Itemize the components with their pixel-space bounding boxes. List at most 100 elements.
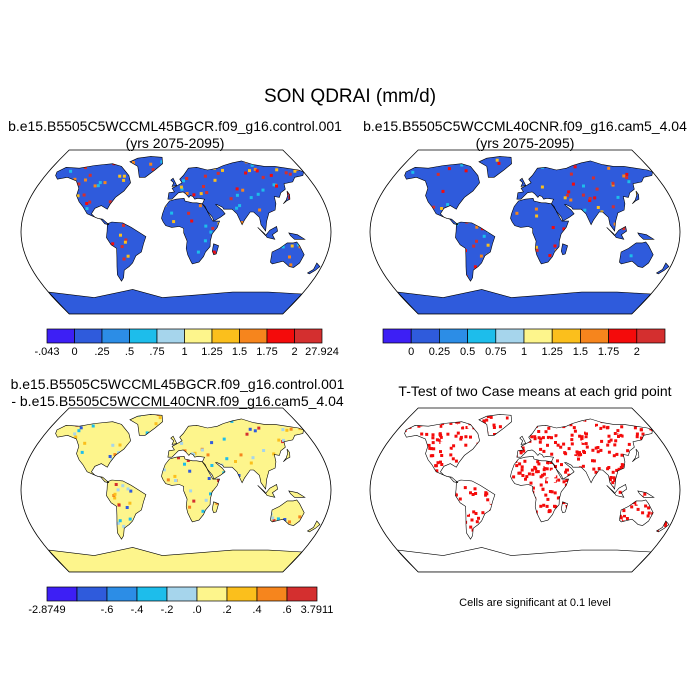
map2-australia [619, 242, 654, 268]
map1 [20, 149, 332, 315]
panel2-title-line2: (yrs 2075-2095) [475, 135, 575, 151]
map2-antarctica [397, 289, 651, 314]
map1-uk [170, 178, 177, 187]
panel3-title-line1: b.e15.B5505C5WCCML45BGCR.f09_g16.control… [10, 376, 345, 392]
colorbar1-box-4 [156, 328, 185, 344]
colorbar1-label-2: .25 [94, 346, 109, 358]
panel1-title: b.e15.B5505C5WCCML45BGCR.f09_g16.control… [0, 118, 350, 152]
colorbar3-box-7 [256, 586, 288, 602]
colorbar2-box-1 [410, 328, 440, 344]
map4-border [369, 407, 681, 573]
colorbar2-box-0 [382, 328, 412, 344]
colorbar2-box-3 [467, 328, 497, 344]
map4 [369, 407, 681, 573]
map2-greenland [478, 156, 512, 178]
colorbar1-box-6 [211, 328, 240, 344]
colorbar3-box-5 [196, 586, 228, 602]
colorbar3-label-0: -2.8749 [28, 604, 65, 616]
colorbar1-label-0: -.043 [34, 346, 59, 358]
colorbar3-box-8 [286, 586, 318, 602]
map3-antarctica [48, 547, 302, 572]
colorbar1-label-3: .5 [125, 346, 134, 358]
colorbar1-box-2 [101, 328, 130, 344]
colorbar1-label-1: 0 [71, 346, 77, 358]
colorbar2-box-4 [495, 328, 525, 344]
map1-eurasia [167, 160, 304, 232]
colorbar1-label-6: 1.25 [201, 346, 222, 358]
colorbar1-box-0 [46, 328, 75, 344]
colorbar1-label-8: 1.75 [256, 346, 277, 358]
colorbar3-box-6 [226, 586, 258, 602]
colorbar3-label-6: .4 [252, 604, 261, 616]
map4-antarctica [397, 547, 651, 572]
map4-land [396, 414, 670, 572]
map2-north-america [404, 163, 480, 225]
map4-japan [632, 449, 639, 462]
colorbar1-label-10: 27.924 [305, 346, 339, 358]
panel4-title-line1: T-Test of two Case means at each grid po… [398, 383, 672, 399]
map1-south-america [106, 222, 146, 282]
colorbar1-box-5 [184, 328, 213, 344]
colorbar2-label-7: 1.75 [598, 346, 619, 358]
map2-uk [519, 178, 526, 187]
colorbar2-label-1: 0.25 [429, 346, 450, 358]
map3-eurasia [167, 418, 304, 490]
colorbar1-label-7: 1.5 [232, 346, 247, 358]
map3-south-america [106, 480, 146, 540]
colorbar3-box-1 [76, 586, 108, 602]
map1-land [47, 156, 321, 314]
colorbar2-box-8 [608, 328, 638, 344]
map2-madagascar [561, 243, 568, 255]
colorbar1: -.043 0 .25 .5 .75 1 1.25 1.5 1.75 2 27.924 [34, 328, 339, 358]
colorbar2-label-4: 1 [521, 346, 527, 358]
colorbar2-label-5: 1.25 [541, 346, 562, 358]
map3-japan [283, 449, 290, 462]
map2-land [396, 156, 670, 314]
colorbar3-label-7: .6 [282, 604, 291, 616]
colorbar3-label-5: .2 [222, 604, 231, 616]
colorbar2-box-5 [523, 328, 553, 344]
map1-australia [270, 242, 305, 268]
panel2-title-line1: b.e15.B5505C5WCCML40CNR.f09_g16.cam5_4.0… [363, 118, 687, 134]
colorbar3-box-0 [46, 586, 78, 602]
map3-border [20, 407, 332, 573]
panel1-title-line1: b.e15.B5505C5WCCML45BGCR.f09_g16.control… [8, 118, 342, 134]
colorbar1-box-8 [266, 328, 295, 344]
map3-greenland [129, 414, 163, 436]
colorbar1-label-4: .75 [149, 346, 164, 358]
map3-africa [161, 456, 220, 522]
map3-land [47, 414, 321, 572]
colorbar2-label-3: 0.75 [485, 346, 506, 358]
colorbar1-box-7 [239, 328, 268, 344]
colorbar3-box-3 [136, 586, 168, 602]
colorbar2-label-6: 1.5 [573, 346, 588, 358]
colorbar3-label-3: -.2 [161, 604, 174, 616]
colorbar3-label-8: 3.7911 [301, 604, 334, 616]
colorbar2: 0 0.25 0.5 0.75 1 1.25 1.5 1.75 2 [382, 328, 666, 358]
colorbar3-label-2: -.4 [131, 604, 144, 616]
map2-japan [632, 191, 639, 204]
map1-antarctica [48, 289, 302, 314]
colorbar1-label-9: 2 [291, 346, 297, 358]
panel3-title-line2: - b.e15.B5505C5WCCML40CNR.f09_g16.cam5_4… [11, 393, 344, 409]
colorbar3-box-2 [106, 586, 138, 602]
colorbar2-box-9 [636, 328, 666, 344]
colorbar2-label-2: 0.5 [460, 346, 475, 358]
colorbar3-label-4: .0 [192, 604, 201, 616]
map3 [20, 407, 332, 573]
significance-note: Cells are significant at 0.1 level [459, 597, 611, 609]
colorbar1-label-5: 1 [181, 346, 187, 358]
map1-greenland [129, 156, 163, 178]
colorbar3: -2.8749 -.6 -.4 -.2 .0 .2 .4 .6 3.7911 [28, 586, 334, 616]
map2-south-america [455, 222, 495, 282]
panel3-title: b.e15.B5505C5WCCML45BGCR.f09_g16.control… [0, 376, 355, 410]
map2-border [369, 149, 681, 315]
panel4-title: T-Test of two Case means at each grid po… [370, 383, 700, 400]
panel1-title-line2: (yrs 2075-2095) [125, 135, 225, 151]
colorbar2-label-0: 0 [408, 346, 414, 358]
colorbar1-box-3 [129, 328, 158, 344]
map3-uk [170, 436, 177, 445]
panel2-title: b.e15.B5505C5WCCML40CNR.f09_g16.cam5_4.0… [350, 118, 700, 152]
map2 [369, 149, 681, 315]
